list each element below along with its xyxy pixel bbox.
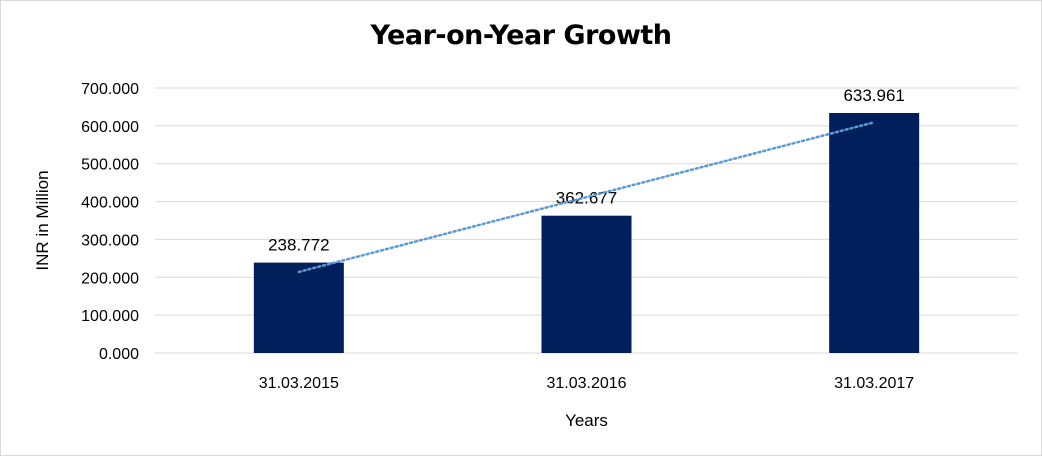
x-tick-label: 31.03.2015	[259, 375, 339, 392]
x-tick-label: 31.03.2016	[546, 375, 626, 392]
bar	[253, 262, 344, 353]
y-axis-title: INR in Million	[33, 170, 52, 270]
y-tick-label: 500.000	[81, 157, 139, 174]
x-tick-label: 31.03.2017	[834, 375, 914, 392]
y-tick-label: 600.000	[81, 119, 139, 136]
y-tick-label: 300.000	[81, 232, 139, 249]
trendline	[297, 121, 876, 274]
data-label: 238.772	[268, 236, 329, 255]
y-tick-label: 0.000	[99, 346, 139, 363]
y-tick-label: 200.000	[81, 270, 139, 287]
x-axis-title: Years	[565, 411, 608, 430]
y-tick-label: 700.000	[81, 81, 139, 98]
y-tick-label: 400.000	[81, 195, 139, 212]
y-tick-label: 100.000	[81, 308, 139, 325]
chart-title: Year-on-Year Growth	[370, 20, 672, 51]
bar	[541, 215, 632, 353]
bar	[829, 113, 920, 353]
data-label: 633.961	[843, 86, 904, 105]
